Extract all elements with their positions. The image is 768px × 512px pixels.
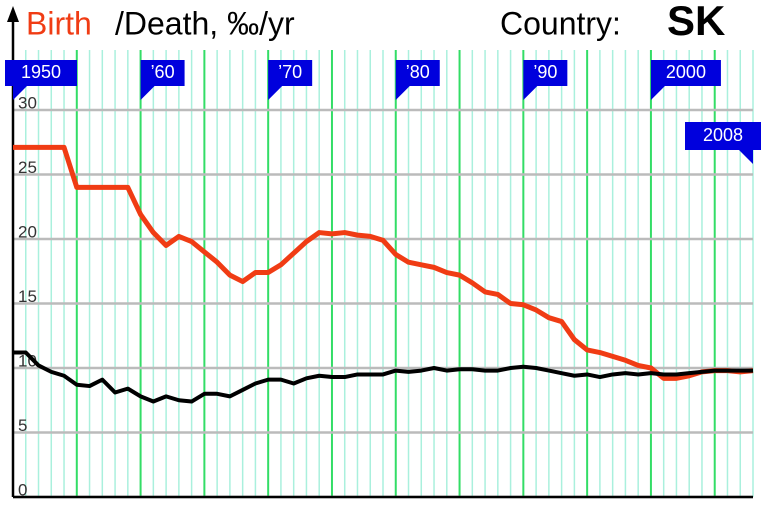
- y-tick-label: 15: [18, 287, 37, 306]
- x-tick-flag: ’80: [395, 60, 440, 100]
- x-tick-flag: ’90: [523, 60, 568, 100]
- x-tick-label: 1950: [21, 62, 61, 82]
- x-tick-flag: 2008: [685, 122, 761, 164]
- flag-shape: [268, 60, 313, 100]
- flag-shape: [140, 60, 185, 100]
- y-axis-arrow: [7, 6, 19, 22]
- flag-shape: [395, 60, 440, 100]
- x-tick-label: ’70: [278, 62, 302, 82]
- legend-death: /Death, ‰/yr: [115, 5, 295, 41]
- y-tick-label: 25: [18, 158, 37, 177]
- legend-birth: Birth: [26, 5, 92, 41]
- x-tick-flag: 2000: [650, 60, 721, 100]
- x-tick-label: ’80: [406, 62, 430, 82]
- x-tick-label: ’60: [151, 62, 175, 82]
- series-line: [13, 144, 754, 381]
- x-tick-flag: 1950: [5, 60, 77, 100]
- x-tick-label: 2008: [703, 125, 743, 145]
- country-label: Country:: [500, 5, 621, 41]
- x-tick-label: 2000: [666, 62, 706, 82]
- y-tick-label: 20: [18, 222, 37, 241]
- flag-shape: [685, 122, 761, 164]
- y-tick-label: 0: [18, 480, 27, 499]
- country-code: SK: [667, 0, 725, 44]
- y-tick-label: 30: [18, 93, 37, 112]
- flag-shape: [523, 60, 568, 100]
- x-tick-flag: ’60: [140, 60, 185, 100]
- flag-shape: [650, 60, 721, 100]
- series-line: [13, 350, 753, 404]
- x-tick-label: ’90: [533, 62, 557, 82]
- flag-shape: [5, 60, 77, 100]
- x-tick-flag: ’70: [268, 60, 313, 100]
- y-tick-label: 5: [18, 416, 27, 435]
